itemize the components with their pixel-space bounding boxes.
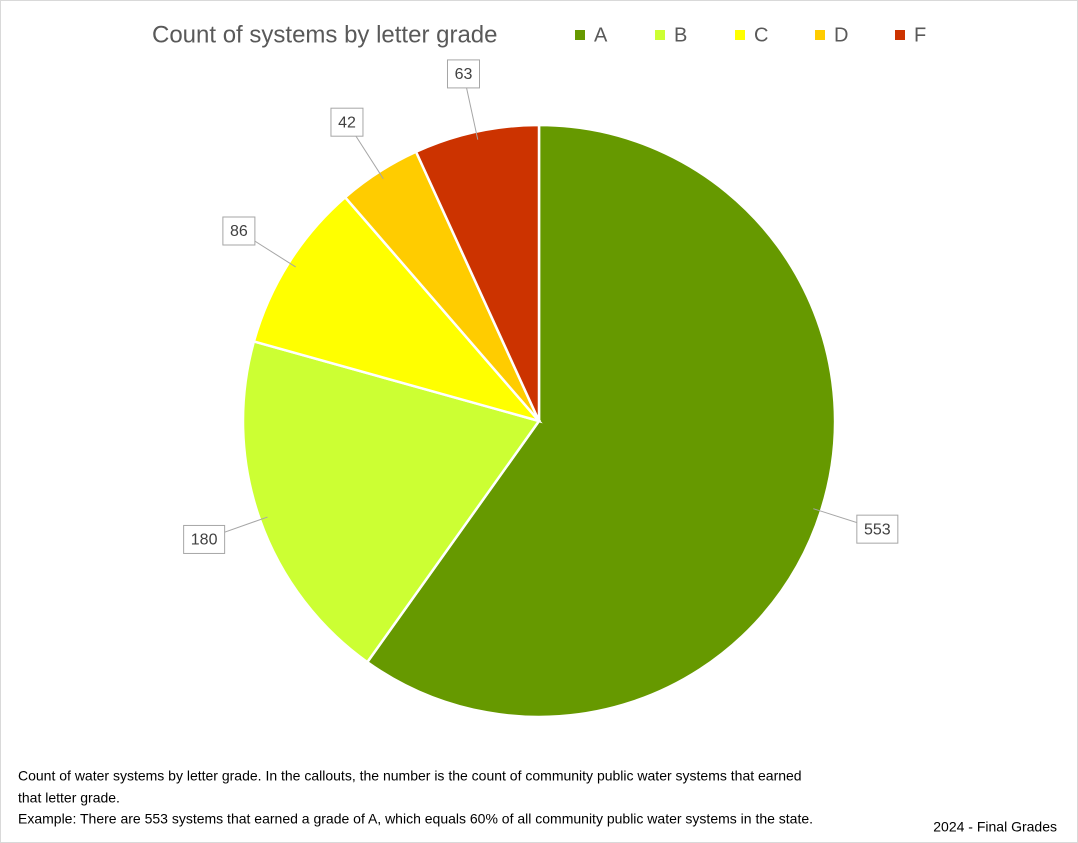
- note: Count of water systems by letter grade. …: [18, 768, 802, 784]
- legend-swatch: [895, 30, 905, 40]
- legend-label: D: [834, 24, 848, 46]
- data-label: 42: [338, 114, 356, 131]
- label-box: [856, 514, 899, 544]
- data-label: 86: [230, 223, 248, 240]
- legend-swatch: [575, 30, 585, 40]
- legend-label: F: [914, 24, 926, 46]
- legend-swatch: [815, 30, 825, 40]
- label-box: [222, 216, 256, 246]
- data-label: 180: [191, 532, 218, 549]
- legend-label: A: [594, 24, 608, 46]
- legend-swatch: [735, 30, 745, 40]
- legend-swatch: [655, 30, 665, 40]
- label-box: [183, 524, 226, 554]
- note: Example: There are 553 systems that earn…: [18, 811, 813, 827]
- chart-title: Count of systems by letter grade: [152, 21, 498, 48]
- data-label: 63: [455, 66, 473, 83]
- label-box: [330, 107, 364, 137]
- note: that letter grade.: [18, 790, 120, 806]
- label-box: [446, 59, 480, 89]
- data-label: 553: [864, 521, 891, 538]
- legend-label: B: [674, 24, 687, 46]
- legend-label: C: [754, 24, 768, 46]
- footer: 2024 - Final Grades: [933, 819, 1057, 835]
